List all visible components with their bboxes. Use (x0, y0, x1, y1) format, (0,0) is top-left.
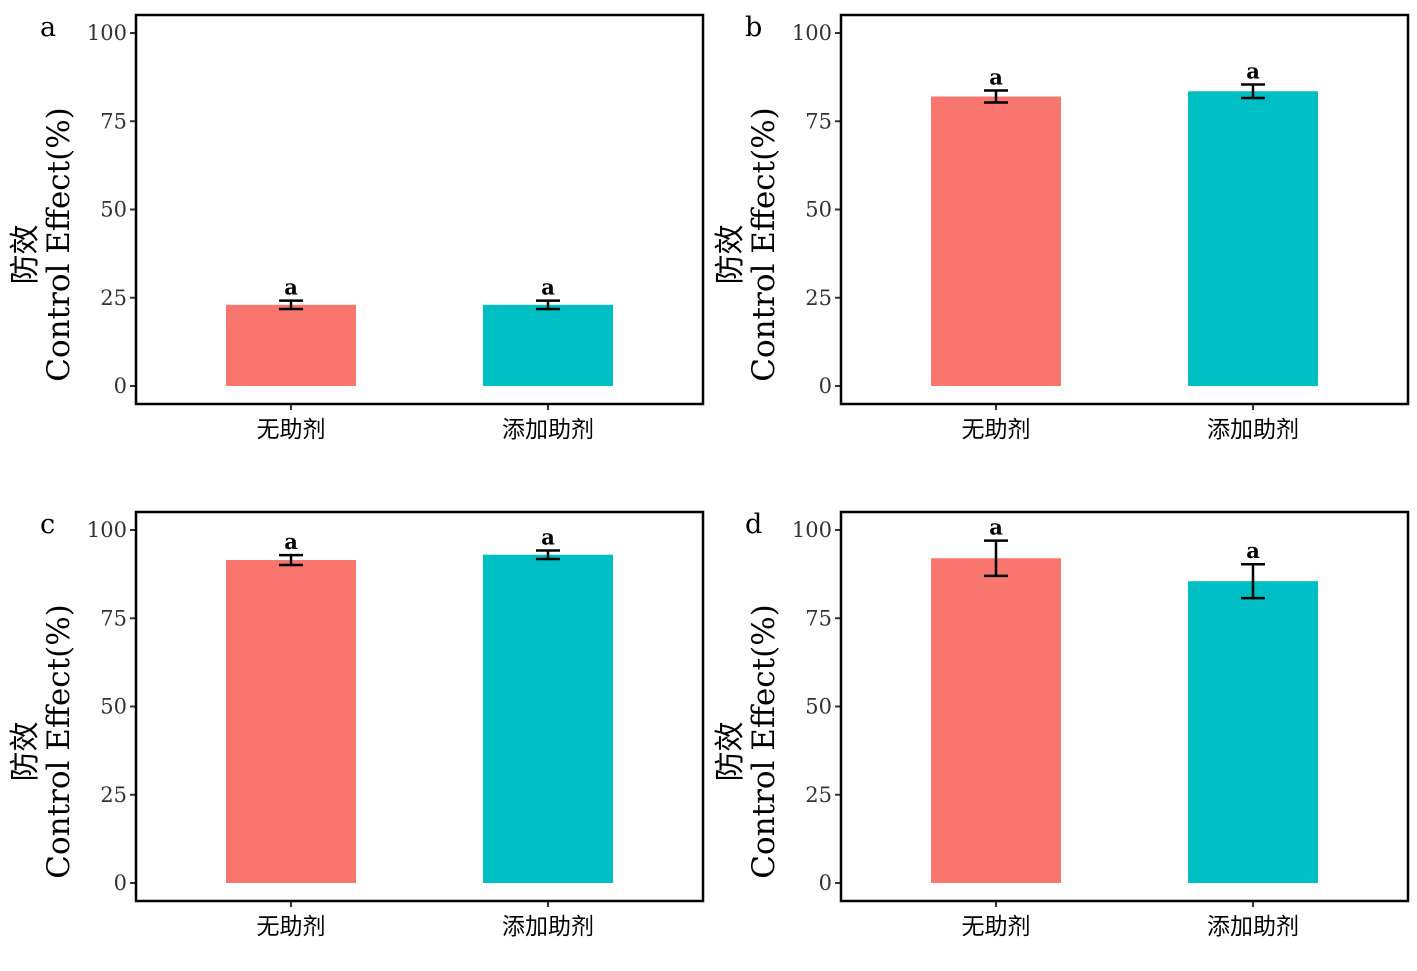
y-axis-label-cn: 防效 (713, 225, 748, 285)
y-tick-label: 50 (805, 198, 832, 222)
error-bar-2 (1241, 562, 1265, 600)
y-tick-label: 100 (87, 21, 127, 45)
y-tick-label: 0 (819, 871, 832, 895)
significance-label-1: a (284, 275, 298, 300)
significance-label-2: a (1246, 59, 1260, 84)
significance-label-1: a (284, 529, 298, 554)
y-tick-label: 25 (100, 286, 127, 310)
bar-1 (226, 560, 356, 883)
bar-2 (483, 304, 613, 386)
error-bar-2 (536, 549, 560, 561)
error-bar-2 (1241, 83, 1265, 100)
chart-panel-b: b 防效 Control Effect(%) 0 25 50 75 100 a 无助剂 a 添加助剂 (705, 0, 1413, 474)
x-tick-label-1: 无助剂 (257, 914, 326, 940)
y-tick-label: 75 (100, 109, 127, 133)
x-tick-label-2: 添加助剂 (1207, 914, 1299, 940)
panel-letter: a (40, 12, 56, 43)
error-bar-1 (984, 89, 1008, 104)
significance-label-2: a (541, 275, 555, 300)
y-tick-label: 25 (805, 783, 832, 807)
panel-letter: d (745, 509, 762, 540)
x-tick-label-1: 无助剂 (962, 417, 1031, 443)
chart-panel-d: d 防效 Control Effect(%) 0 25 50 75 100 a 无助剂 a 添加助剂 (705, 497, 1413, 971)
error-bar-2 (536, 299, 560, 311)
bar-2 (483, 554, 613, 883)
significance-label-1: a (989, 515, 1003, 540)
error-bar-1 (279, 553, 303, 567)
y-tick-label: 50 (805, 695, 832, 719)
y-tick-label: 50 (100, 695, 127, 719)
y-axis-label-cn: 防效 (8, 722, 43, 782)
y-tick-label: 75 (100, 606, 127, 630)
bar-1 (931, 558, 1061, 883)
significance-label-2: a (1246, 538, 1260, 563)
chart-panel-a: a 防效 Control Effect(%) 0 25 50 75 100 a 无助剂 a 添加助剂 (0, 0, 708, 474)
plot-frame (134, 510, 705, 903)
plot-frame (839, 510, 1410, 903)
y-tick-label: 25 (100, 783, 127, 807)
x-tick-label-1: 无助剂 (257, 417, 326, 443)
significance-label-1: a (989, 65, 1003, 90)
error-bar-1 (984, 539, 1008, 578)
x-tick-label-2: 添加助剂 (502, 417, 594, 443)
chart-panel-c: c 防效 Control Effect(%) 0 25 50 75 100 a 无助剂 a 添加助剂 (0, 497, 708, 971)
x-tick-label-1: 无助剂 (962, 914, 1031, 940)
panel-letter: b (745, 12, 762, 43)
y-axis-label-en: Control Effect(%) (746, 604, 782, 879)
y-tick-label: 25 (805, 286, 832, 310)
figure: a 防效 Control Effect(%) 0 25 50 75 100 a 无助剂 a 添加助剂 b… (0, 0, 1413, 940)
error-bar-1 (279, 299, 303, 311)
bar-2 (1188, 91, 1318, 387)
y-axis-label-en: Control Effect(%) (41, 107, 77, 382)
y-tick-label: 50 (100, 198, 127, 222)
y-tick-label: 0 (819, 374, 832, 398)
x-tick-label-2: 添加助剂 (502, 914, 594, 940)
plot-frame (839, 13, 1410, 406)
y-tick-label: 100 (792, 21, 832, 45)
y-axis-label-cn: 防效 (713, 722, 748, 782)
plot-frame (134, 13, 705, 406)
y-axis-label-cn: 防效 (8, 225, 43, 285)
y-tick-label: 100 (87, 518, 127, 542)
y-axis-label-en: Control Effect(%) (746, 107, 782, 382)
bar-2 (1188, 581, 1318, 883)
y-axis-label-en: Control Effect(%) (41, 604, 77, 879)
y-tick-label: 0 (114, 871, 127, 895)
y-tick-label: 75 (805, 606, 832, 630)
y-tick-label: 100 (792, 518, 832, 542)
y-tick-label: 0 (114, 374, 127, 398)
bar-1 (931, 96, 1061, 386)
y-tick-label: 75 (805, 109, 832, 133)
significance-label-2: a (541, 524, 555, 549)
panel-letter: c (40, 509, 55, 540)
bar-1 (226, 304, 356, 386)
x-tick-label-2: 添加助剂 (1207, 417, 1299, 443)
